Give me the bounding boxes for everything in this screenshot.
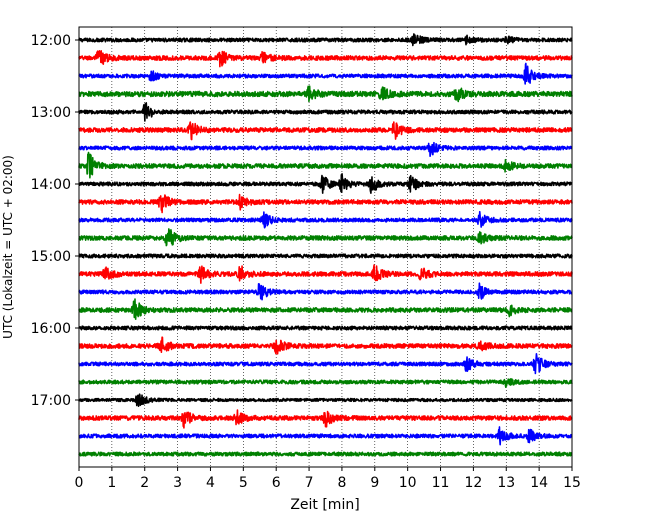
x-axis: 0 1 2 3 4 5 6 7 8 9 10 11 12 13 14 15	[75, 467, 581, 491]
x-tick-label: 7	[305, 475, 314, 491]
seismogram-trace-1415	[78, 193, 573, 214]
seismogram-trace-1200	[78, 33, 573, 47]
seismogram-trace-1445	[78, 228, 573, 247]
y-tick-label: 12:00	[31, 33, 71, 49]
x-tick-label: 10	[399, 475, 417, 491]
x-tick-label: 6	[272, 475, 281, 491]
seismogram-trace-1600	[78, 325, 573, 331]
x-tick-label: 4	[206, 475, 215, 491]
seismogram-trace-1500	[78, 253, 573, 259]
seismogram-trace-1330	[78, 141, 573, 158]
grid	[111, 27, 540, 467]
x-tick-label: 11	[432, 475, 450, 491]
seismogram-trace-1430	[78, 210, 573, 229]
seismogram-trace-1230	[78, 62, 573, 85]
x-tick-label: 15	[563, 475, 581, 491]
seismogram-trace-1530	[78, 282, 573, 301]
seismogram-trace-1545	[78, 298, 573, 320]
seismogram-trace-1745	[78, 451, 573, 457]
x-tick-label: 5	[239, 475, 248, 491]
seismogram-trace-1300	[78, 102, 573, 122]
x-tick-label: 2	[140, 475, 149, 491]
seismogram-trace-1715	[78, 409, 573, 429]
y-tick-label: 13:00	[31, 105, 71, 121]
x-axis-label: Zeit [min]	[290, 497, 359, 513]
x-tick-label: 13	[497, 475, 515, 491]
seismogram-trace-1615	[78, 336, 573, 355]
seismogram-trace-1700	[78, 393, 573, 408]
seismogram-trace-1315	[78, 121, 573, 141]
y-tick-label: 15:00	[31, 249, 71, 265]
seismogram-traces	[78, 33, 573, 457]
seismogram-trace-1245	[78, 85, 573, 103]
x-tick-label: 8	[337, 475, 346, 491]
x-tick-label: 3	[173, 475, 182, 491]
x-tick-label: 14	[530, 475, 548, 491]
x-tick-label: 1	[107, 475, 116, 491]
plot-background	[79, 27, 572, 467]
plot-frame	[78, 26, 573, 468]
seismogram-trace-1515	[78, 264, 573, 284]
seismogram-trace-1645	[78, 378, 573, 388]
seismogram-trace-1215	[78, 50, 573, 68]
y-tick-label: 16:00	[31, 321, 71, 337]
seismogram-trace-1400	[78, 173, 573, 194]
seismogram-trace-1630	[78, 352, 573, 375]
y-axis: 12:00 13:00 14:00 15:00 16:00 17:00	[31, 33, 79, 409]
x-tick-label: 0	[75, 475, 84, 491]
y-tick-label: 14:00	[31, 177, 71, 193]
x-tick-label: 9	[370, 475, 379, 491]
seismogram-trace-1345	[78, 151, 573, 179]
y-tick-label: 17:00	[31, 393, 71, 409]
y-axis-label: UTC (Lokalzeit = UTC + 02:00)	[1, 155, 15, 339]
x-tick-label: 12	[464, 475, 482, 491]
seismogram-trace-1730	[78, 426, 573, 446]
